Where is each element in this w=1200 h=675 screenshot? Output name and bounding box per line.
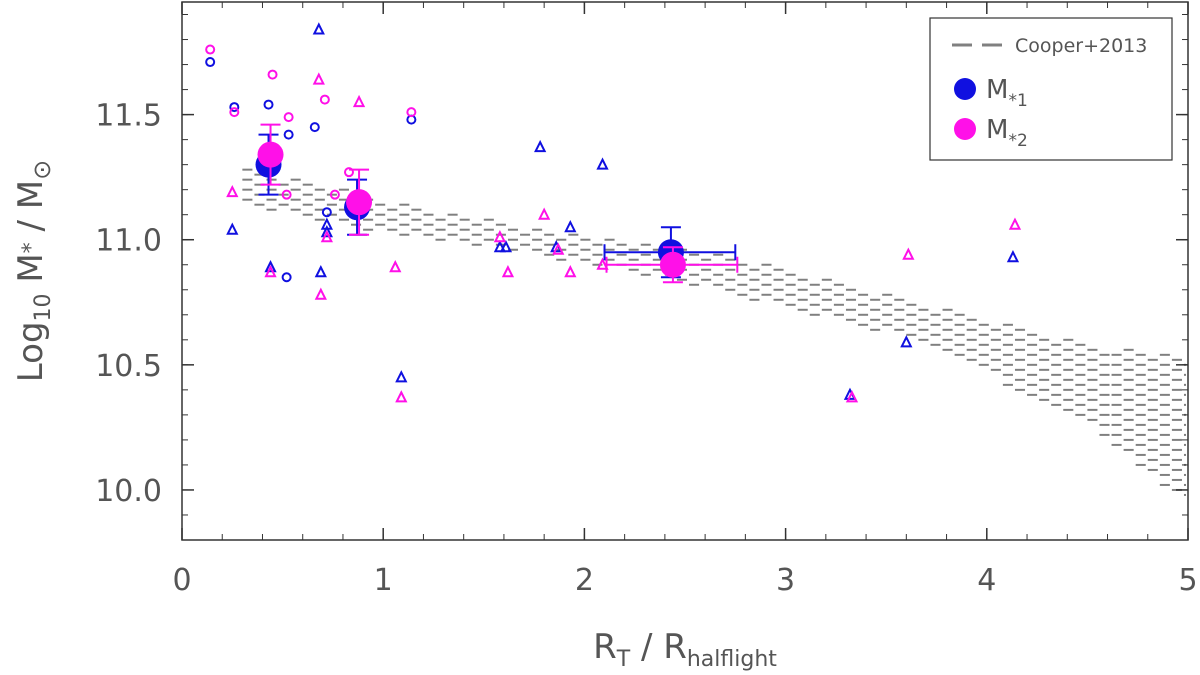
triangle-point xyxy=(389,260,402,273)
circle-point xyxy=(267,69,278,80)
circle-point xyxy=(283,112,294,123)
triangle-point xyxy=(320,229,333,243)
circle-point xyxy=(321,207,332,218)
x-tick-label: 0 xyxy=(172,563,191,598)
triangle-point xyxy=(596,157,609,170)
triangle-point xyxy=(314,287,327,300)
x-tick-label: 1 xyxy=(374,563,393,598)
y-tick-label: 10.5 xyxy=(95,349,162,384)
triangle-point xyxy=(312,72,325,85)
legend-m2-main: M xyxy=(986,115,1008,145)
legend-m1-main: M xyxy=(986,75,1008,105)
mean-point xyxy=(659,251,686,278)
triangle-point xyxy=(395,370,408,383)
triangle-point xyxy=(312,22,325,35)
triangle-point xyxy=(902,247,915,260)
x-tick-label: 3 xyxy=(776,563,795,598)
circle-point xyxy=(329,189,340,200)
circle-point xyxy=(205,57,216,68)
x-label-sub1: T xyxy=(616,647,631,672)
cooper-2013-band xyxy=(242,168,1186,496)
triangle-point xyxy=(314,265,327,278)
circle-point xyxy=(229,107,240,118)
circle-point xyxy=(319,94,330,105)
triangle-point xyxy=(226,184,239,198)
legend-swatch-m1 xyxy=(954,78,976,100)
y-tick-label: 10.0 xyxy=(95,474,162,509)
triangle-point xyxy=(501,265,515,278)
circle-point xyxy=(406,107,417,118)
mean-point xyxy=(257,141,284,168)
y-label-pre: Log xyxy=(11,321,51,382)
triangle-point xyxy=(264,265,277,278)
circle-point xyxy=(283,129,294,140)
x-tick-label: 5 xyxy=(1178,563,1197,598)
triangle-point xyxy=(538,207,551,220)
y-label-mid: M xyxy=(11,253,51,293)
triangle-point xyxy=(564,265,577,278)
triangle-point xyxy=(264,260,277,273)
legend-label-m1: M*1 xyxy=(986,75,1028,111)
triangle-point xyxy=(499,239,513,253)
triangle-point xyxy=(900,335,913,348)
triangle-point xyxy=(1006,250,1020,263)
circle-point xyxy=(281,272,292,283)
circle-point xyxy=(343,167,354,178)
triangle-point xyxy=(845,390,859,403)
triangle-point xyxy=(395,390,408,403)
circle-point xyxy=(205,44,216,55)
legend-label-cooper: Cooper+2013 xyxy=(1015,35,1147,57)
triangle-point xyxy=(493,229,507,243)
y-label-sub: 10 xyxy=(31,293,56,321)
circle-point xyxy=(263,99,274,110)
x-label-main: R xyxy=(593,627,617,667)
data-points xyxy=(205,22,1022,403)
circle-point xyxy=(281,189,292,200)
triangle-point xyxy=(564,219,577,233)
triangle-point xyxy=(596,257,609,270)
axis-ticks: 0 1 2 3 4 5 10.0 10.5 11.0 11.5 xyxy=(95,2,1198,598)
triangle-point xyxy=(320,224,333,238)
x-tick-label: 2 xyxy=(575,563,594,598)
triangle-point xyxy=(534,139,547,153)
legend-m2-sub: *2 xyxy=(1008,131,1027,151)
triangle-point xyxy=(226,222,239,235)
y-label-sym: ⊙ xyxy=(28,160,56,180)
legend-swatch-m2 xyxy=(954,118,976,140)
x-tick-label: 4 xyxy=(977,563,996,598)
x-axis-label: RT / Rhalflight xyxy=(593,627,777,672)
plot-frame xyxy=(181,1,1189,541)
triangle-point xyxy=(493,239,507,253)
triangle-point xyxy=(552,242,565,255)
x-label-sub2: halflight xyxy=(687,647,777,672)
y-tick-label: 11.0 xyxy=(95,224,162,259)
legend-m1-sub: *1 xyxy=(1008,91,1027,111)
circle-point xyxy=(309,122,320,133)
legend: Cooper+2013 M*1 M*2 xyxy=(929,17,1173,161)
circle-point xyxy=(229,102,240,113)
y-tick-label: 11.5 xyxy=(95,99,162,134)
legend-label-m2: M*2 xyxy=(986,115,1028,151)
y-label-post: / M xyxy=(11,180,51,242)
triangle-point xyxy=(1008,217,1022,230)
y-label-sup: * xyxy=(19,242,44,253)
triangle-point xyxy=(352,94,366,108)
y-axis-label: Log10 M* / M⊙ xyxy=(11,160,56,382)
mean-point xyxy=(346,189,373,216)
x-label-mid: / R xyxy=(630,627,687,667)
mean-points xyxy=(255,123,739,284)
